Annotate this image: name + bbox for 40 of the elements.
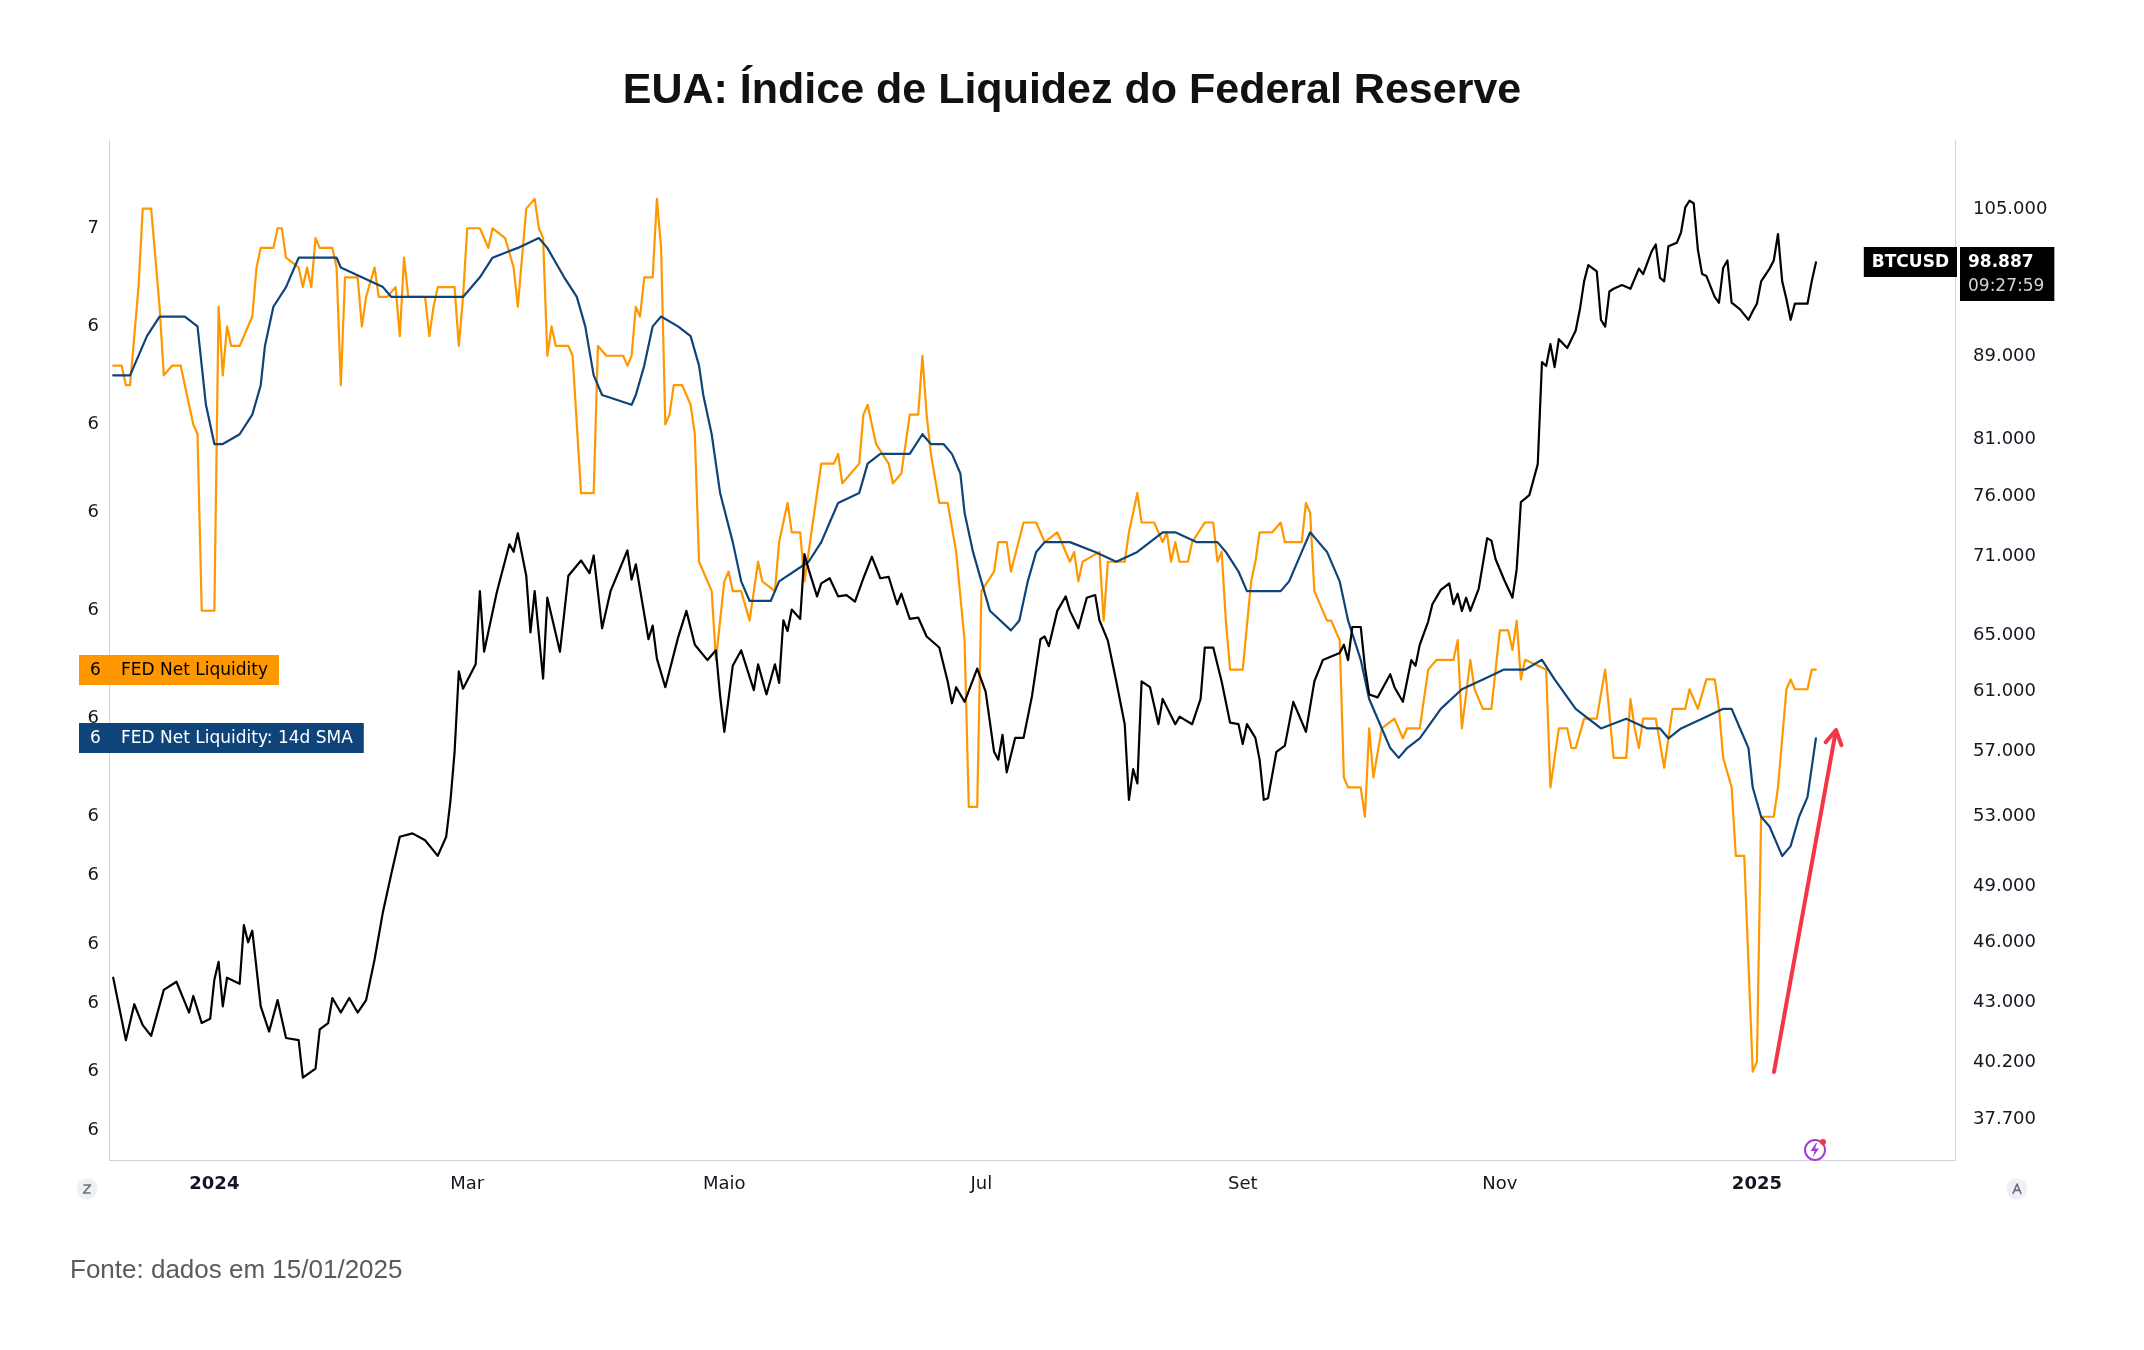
- x-tick-label: Set: [1227, 1172, 1258, 1194]
- text: BTCUSD: [1871, 251, 1950, 272]
- y-tick-label: 6: [87, 598, 99, 620]
- y2-tick-label: 53.000: [1973, 804, 2036, 826]
- y2-tick-label: 71.000: [1973, 544, 2036, 566]
- y2-tick-label: 37.700: [1973, 1106, 2036, 1128]
- y-tick-label: 6: [87, 1059, 99, 1081]
- x-tick-label: Nov: [1482, 1172, 1518, 1194]
- y2-tick-label: 49.000: [1973, 873, 2036, 895]
- chart-title: EUA: Índice de Liquidez do Federal Reserve: [621, 64, 1523, 112]
- x-tick-label: 2024: [189, 1172, 240, 1194]
- y2-tick-label: 65.000: [1973, 622, 2036, 644]
- y-tick-label: 6: [87, 931, 99, 953]
- y2-tick-label: 43.000: [1973, 989, 2036, 1011]
- text: FED Net Liquidity: 14d SMA: [121, 727, 354, 748]
- x-tick-label: Mar: [450, 1172, 485, 1194]
- y-tick-label: 6: [87, 804, 99, 826]
- text: 98.887: [1968, 251, 2034, 272]
- text: 09:27:59: [1968, 275, 2045, 296]
- y-tick-label: 6: [87, 1118, 99, 1140]
- y2-tick-label: 81.000: [1973, 427, 2036, 449]
- y-tick-label: 6: [87, 990, 99, 1012]
- x-tick-label: Maio: [703, 1172, 746, 1194]
- y-tick-label: 6: [87, 314, 99, 336]
- y-tick-label: 6: [87, 500, 99, 522]
- x-tick-label: 2025: [1731, 1172, 1782, 1194]
- y2-tick-label: 46.000: [1973, 929, 2036, 951]
- source-note: Fonte: dados em 15/01/2025: [70, 1253, 403, 1285]
- text: FED Net Liquidity: [121, 659, 268, 680]
- y2-tick-label: 105.000: [1973, 196, 2048, 218]
- y2-tick-label: 40.200: [1973, 1049, 2036, 1071]
- x-tick-label: Jul: [969, 1172, 993, 1194]
- y-tick-label: 6: [87, 706, 99, 728]
- y2-tick-label: 76.000: [1973, 483, 2036, 505]
- y-tick-label: 6: [87, 863, 99, 885]
- y2-tick-label: 61.000: [1973, 679, 2036, 701]
- y2-tick-label: 57.000: [1973, 739, 2036, 761]
- y2-tick-label: 89.000: [1973, 343, 2036, 365]
- y-tick-label: 6: [87, 412, 99, 434]
- y-tick-label: 7: [87, 215, 99, 237]
